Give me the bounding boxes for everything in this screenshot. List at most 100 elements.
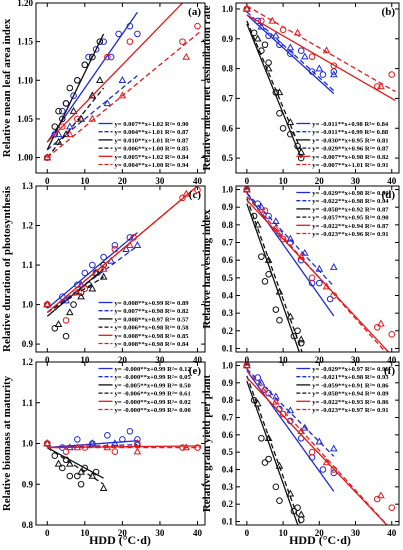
y-tick-label: 1.0 <box>22 300 34 310</box>
data-point-circle <box>66 472 74 480</box>
data-point-circle <box>194 22 201 30</box>
y-tick-label: 0.8 <box>22 520 34 530</box>
y-tick-label: 1.2 <box>22 221 34 231</box>
x-tick-label: 10 <box>279 355 289 365</box>
data-point-circle <box>81 464 89 472</box>
x-tick-label: 40 <box>387 355 397 365</box>
data-point-circle <box>261 386 269 394</box>
data-point-circle <box>58 464 66 472</box>
legend: y= -0.011**x+0.98 R²= 0.84y= -0.011**x+0… <box>296 121 389 169</box>
data-point-triangle <box>126 241 134 248</box>
plot-area <box>243 362 396 525</box>
legend: y= -0.029**x+0.97 R²= 0.91y= -0.021**x+0… <box>296 366 389 414</box>
data-point-circle <box>100 261 107 269</box>
data-point-triangle <box>54 130 63 138</box>
panel-1: 0 10 20 30 40 0.5 0.6 0.7 0.8 0.9 1.0 Relative mean… <box>201 2 400 186</box>
y-tick-label: 1.1 <box>22 260 34 270</box>
panel-label: (e) <box>189 365 202 377</box>
data-point-triangle <box>377 82 385 90</box>
legend: y= -0.029**x+0.98 R²= 0.90y= -0.022**x+0… <box>296 190 389 238</box>
y-tick-label: 0.2 <box>222 326 234 336</box>
data-point-triangle <box>257 378 266 386</box>
y-tick-label: 0.2 <box>222 499 234 509</box>
legend-entry: y= -0.007**x+1.01 R²= 0.91 <box>312 162 388 169</box>
data-point-triangle <box>322 458 331 466</box>
data-point-triangle <box>182 443 191 451</box>
data-point-triangle <box>257 202 266 210</box>
data-point-triangle <box>297 335 306 343</box>
data-point-triangle <box>54 320 63 328</box>
data-point-circle <box>51 123 59 130</box>
data-point-triangle <box>253 34 262 42</box>
data-point-circle <box>100 38 107 45</box>
legend-entry: y= -0.000**x+0.99 R²= 0.12 <box>115 366 192 373</box>
data-point-circle <box>134 436 141 443</box>
data-point-triangle <box>182 52 191 60</box>
regression-line <box>246 377 388 525</box>
data-point-triangle <box>77 292 85 300</box>
y-tick-label: 0.4 <box>222 465 234 475</box>
data-point-circle <box>58 123 66 130</box>
x-tick-label: 10 <box>80 355 90 365</box>
y-tick-label: 0.7 <box>222 238 234 248</box>
data-point-circle <box>62 448 70 455</box>
data-point-triangle <box>322 282 331 290</box>
x-tick-label: 10 <box>80 176 90 186</box>
x-tick-label: 30 <box>351 528 361 538</box>
data-point-circle <box>279 124 287 132</box>
x-tick-label: 20 <box>315 355 325 365</box>
data-point-circle <box>179 194 186 202</box>
legend-entry: y= -0.059**x+0.91 R²= 0.86 <box>312 382 389 389</box>
data-point-circle <box>126 38 134 45</box>
legend-entry: y= -0.030**x+0.95 R²= 0.81 <box>312 137 388 144</box>
data-point-triangle <box>88 284 97 292</box>
x-tick-label: 10 <box>279 176 289 186</box>
data-point-circle <box>81 285 89 293</box>
data-point-circle <box>58 115 66 123</box>
y-tick-label: 0.3 <box>222 308 234 318</box>
data-point-circle <box>81 269 89 277</box>
data-point-circle <box>330 62 338 69</box>
data-point-circle <box>319 71 327 78</box>
x-tick-label: 20 <box>315 528 325 538</box>
regression-line <box>47 443 138 449</box>
plot-frame <box>235 2 400 174</box>
x-tick-label: 0 <box>45 528 50 538</box>
y-tick-label: 1.0 <box>222 360 234 370</box>
data-point-circle <box>261 459 269 466</box>
data-point-circle <box>70 92 77 100</box>
y-tick-label: 0.8 <box>222 64 234 74</box>
data-point-triangle <box>271 31 280 39</box>
y-tick-label: 1.3 <box>22 181 34 191</box>
y-axis-label: Relative mean leaf area index <box>1 18 13 157</box>
data-point-triangle <box>271 397 280 405</box>
data-point-triangle <box>133 447 142 455</box>
data-point-circle <box>308 68 316 75</box>
x-tick-label: 30 <box>155 528 165 538</box>
plot-area <box>243 4 396 162</box>
data-point-triangle <box>62 130 70 138</box>
plot-area <box>43 3 202 161</box>
data-point-triangle <box>275 88 284 96</box>
legend-entry: y= 0.008**x+0.99 R²= 0.89 <box>115 300 190 307</box>
data-point-triangle <box>253 220 262 228</box>
data-point-triangle <box>65 459 74 467</box>
data-point-circle <box>51 131 59 138</box>
data-point-circle <box>115 30 122 38</box>
plot-frame <box>35 185 206 353</box>
y-tick-label: 0.6 <box>222 123 234 133</box>
regression-line <box>46 245 138 313</box>
legend-entry: y= -0.029**x+0.97 R²= 0.91 <box>312 366 388 373</box>
data-point-circle <box>92 468 100 476</box>
data-point-triangle <box>297 252 306 260</box>
data-point-circle <box>134 30 141 38</box>
data-point-triangle <box>286 43 295 51</box>
data-point-triangle <box>43 300 52 308</box>
data-point-circle <box>308 53 316 60</box>
data-point-triangle <box>65 130 74 138</box>
plot-area <box>43 186 201 340</box>
x-tick-label: 40 <box>193 355 203 365</box>
legend-entry: y= -0.057**x+0.95 R²= 0.90 <box>312 215 389 222</box>
y-tick-label: 0.3 <box>222 482 234 492</box>
data-point-triangle <box>286 489 295 497</box>
